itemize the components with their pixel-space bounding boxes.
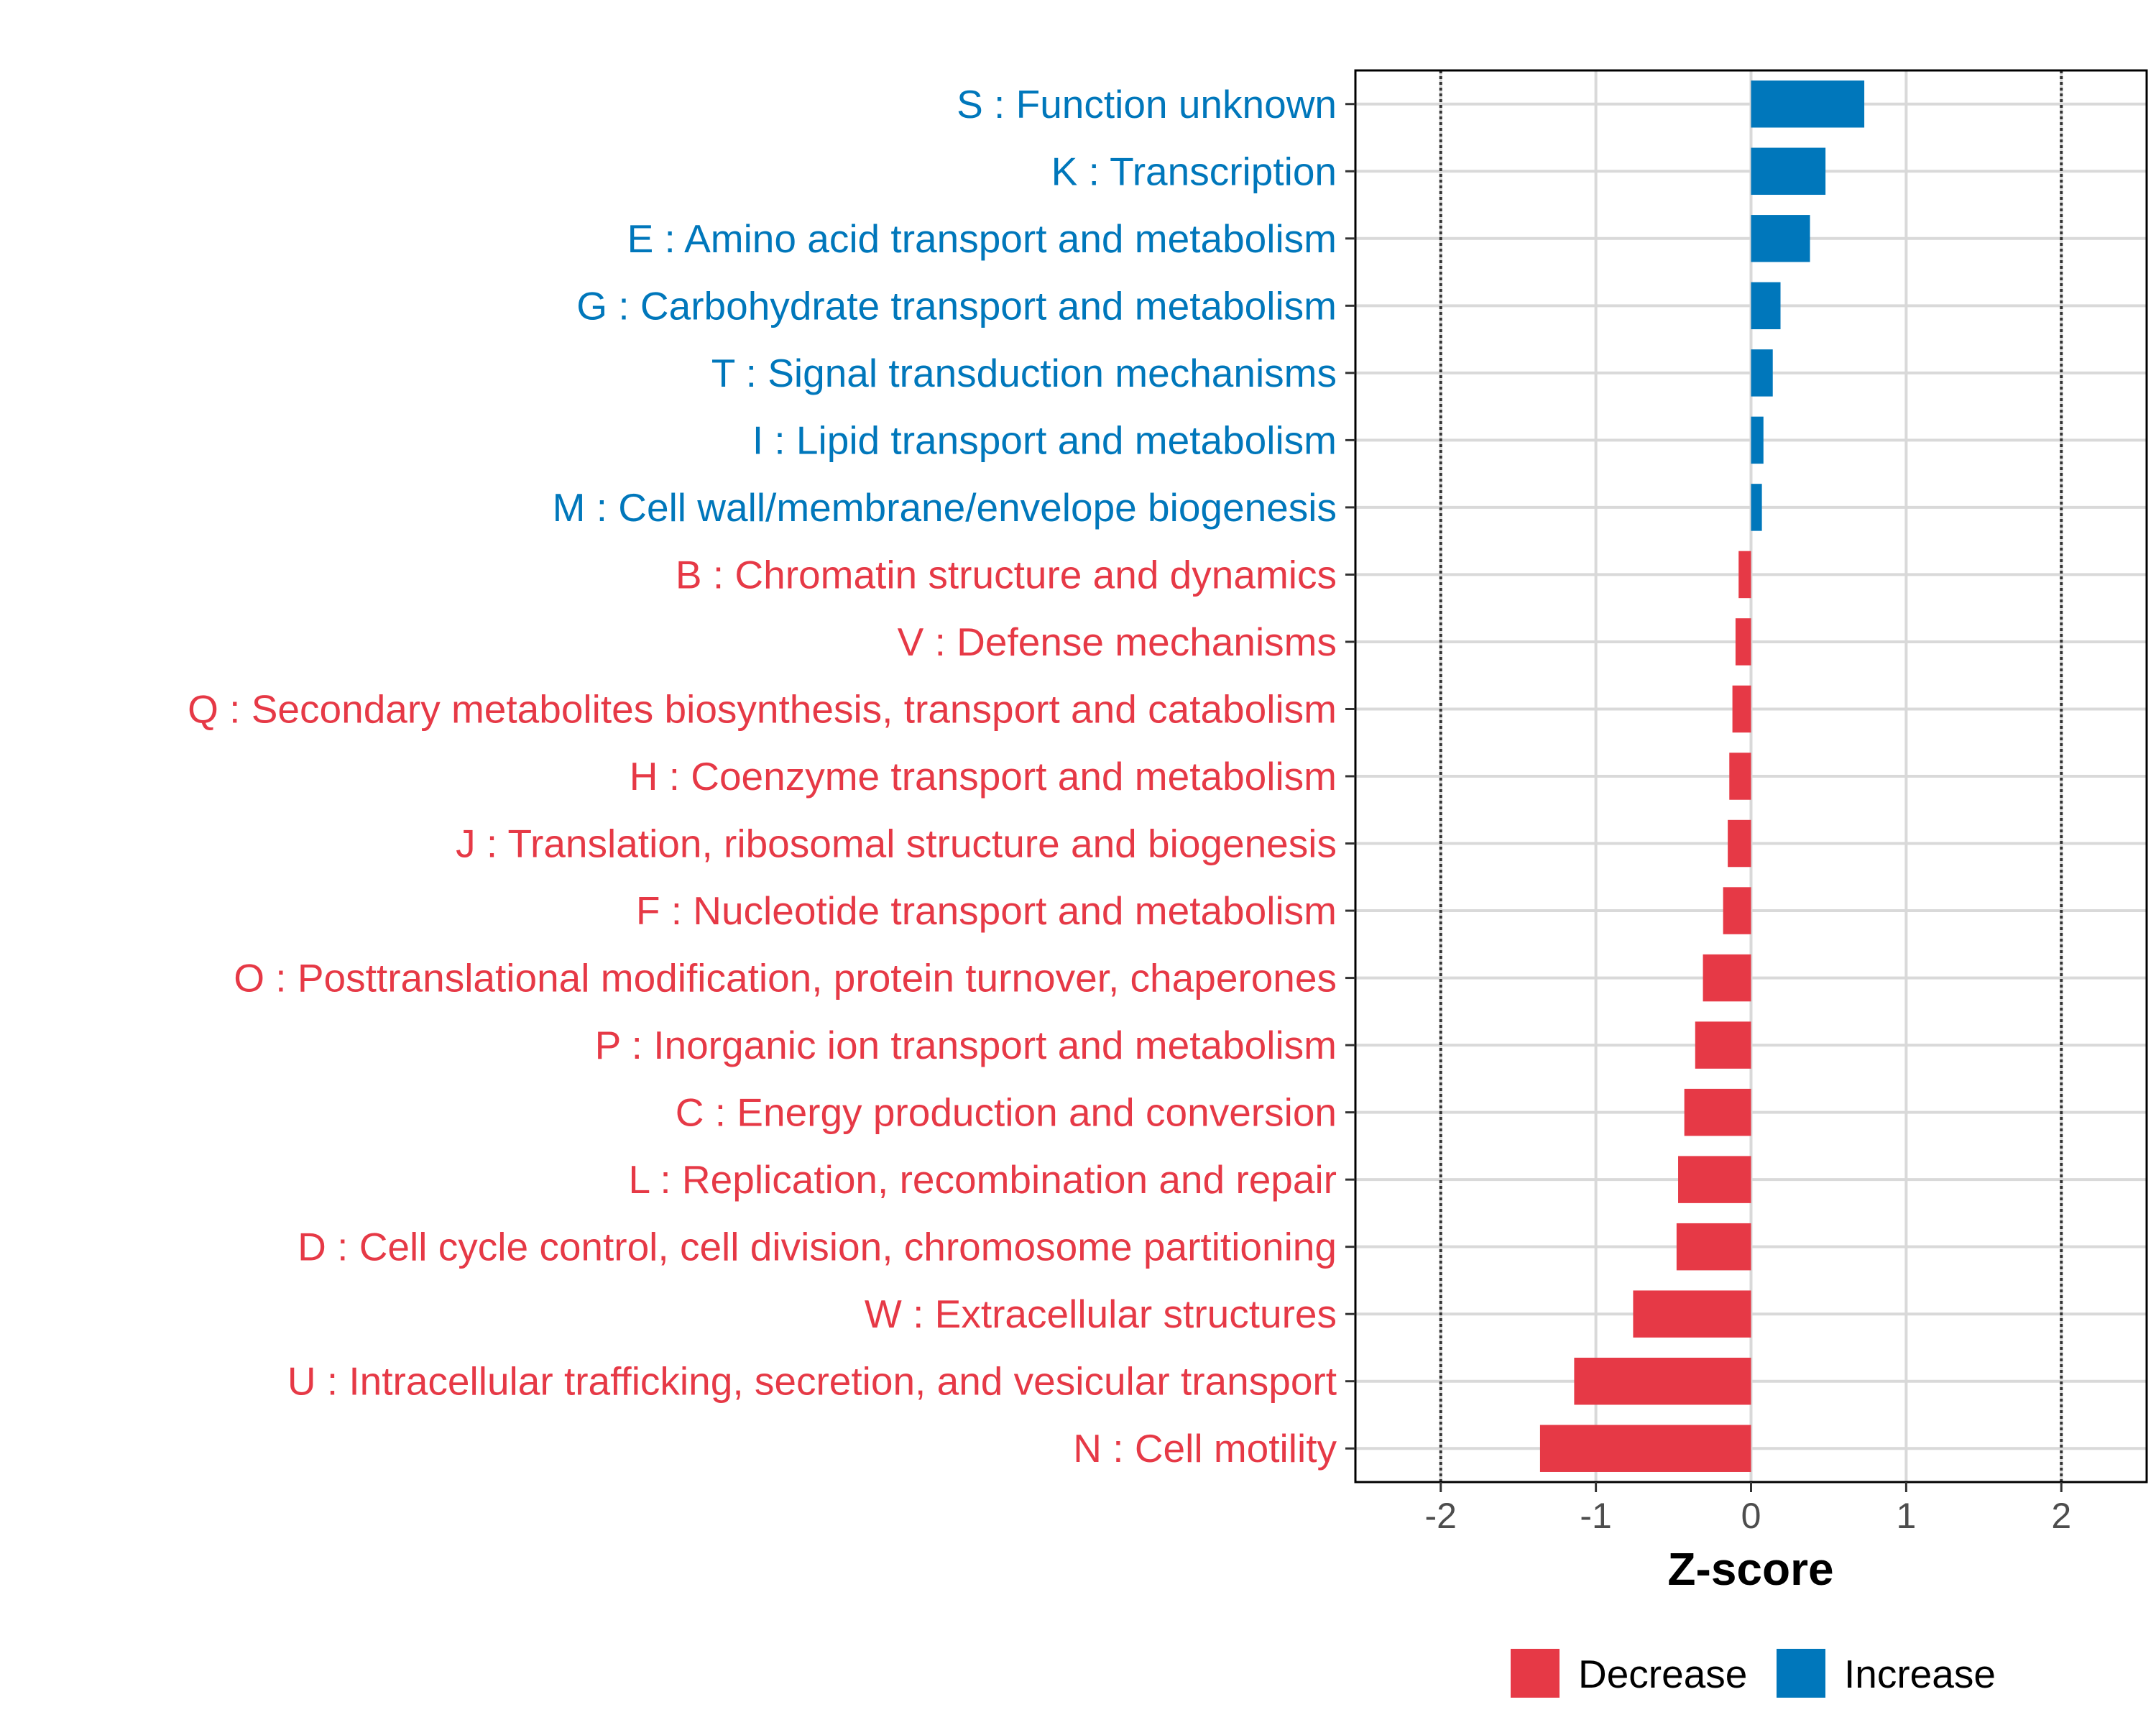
x-tick-label: 1 — [1896, 1496, 1916, 1536]
x-axis-title: Z-score — [1667, 1543, 1833, 1595]
category-label: T : Signal transduction mechanisms — [711, 351, 1337, 395]
bar — [1751, 80, 1865, 128]
x-tick-label: 0 — [1741, 1496, 1761, 1536]
x-tick-label: 2 — [2051, 1496, 2071, 1536]
bar — [1676, 1223, 1751, 1271]
category-label: D : Cell cycle control, cell division, c… — [298, 1225, 1337, 1269]
category-label: P : Inorganic ion transport and metaboli… — [595, 1023, 1337, 1067]
category-label: O : Posttranslational modification, prot… — [234, 956, 1337, 1000]
category-label: K : Transcription — [1051, 149, 1337, 193]
category-label: B : Chromatin structure and dynamics — [676, 552, 1337, 597]
bar — [1735, 618, 1751, 666]
bar — [1703, 954, 1751, 1002]
legend: Decrease Increase — [1511, 1649, 1996, 1698]
category-label: M : Cell wall/membrane/envelope biogenes… — [553, 485, 1337, 530]
category-label: E : Amino acid transport and metabolism — [627, 216, 1337, 261]
category-label: V : Defense mechanisms — [898, 620, 1337, 664]
bar — [1751, 484, 1762, 531]
bar — [1751, 147, 1826, 196]
x-axis: -2 -1 0 1 2 — [1425, 1482, 2071, 1536]
x-tick-label: -1 — [1580, 1496, 1611, 1536]
bar — [1751, 349, 1773, 397]
category-label: N : Cell motility — [1073, 1426, 1337, 1471]
category-label: W : Extracellular structures — [865, 1292, 1337, 1336]
y-axis: S : Function unknown K : Transcription E :… — [188, 82, 1355, 1471]
legend-label: Increase — [1844, 1652, 1996, 1696]
bar — [1751, 215, 1810, 262]
bar — [1678, 1156, 1751, 1203]
x-tick-label: -2 — [1425, 1496, 1457, 1536]
legend-label: Decrease — [1578, 1652, 1747, 1696]
bar — [1695, 1021, 1751, 1069]
category-label: G : Carbohydrate transport and metabolis… — [576, 283, 1337, 328]
bar — [1751, 282, 1781, 330]
bar — [1729, 753, 1751, 800]
bar — [1723, 887, 1751, 934]
bar — [1732, 685, 1751, 733]
legend-swatch — [1777, 1649, 1825, 1698]
category-label: U : Intracellular trafficking, secretion… — [287, 1359, 1337, 1404]
bar — [1539, 1425, 1751, 1472]
bar — [1751, 416, 1764, 464]
bar — [1738, 551, 1751, 599]
bar — [1728, 819, 1751, 868]
bar — [1684, 1088, 1751, 1136]
category-label: L : Replication, recombination and repai… — [629, 1157, 1337, 1202]
legend-swatch — [1511, 1649, 1560, 1698]
category-label: J : Translation, ribosomal structure and… — [456, 822, 1337, 866]
category-label: Q : Secondary metabolites biosynthesis, … — [188, 686, 1337, 731]
category-label: H : Coenzyme transport and metabolism — [630, 754, 1337, 799]
category-label: I : Lipid transport and metabolism — [752, 418, 1337, 462]
bar — [1574, 1357, 1751, 1405]
category-label: S : Function unknown — [957, 82, 1337, 126]
bars — [1539, 80, 1865, 1472]
bar — [1633, 1290, 1751, 1338]
category-label: C : Energy production and conversion — [676, 1090, 1337, 1135]
category-label: F : Nucleotide transport and metabolism — [636, 888, 1337, 933]
